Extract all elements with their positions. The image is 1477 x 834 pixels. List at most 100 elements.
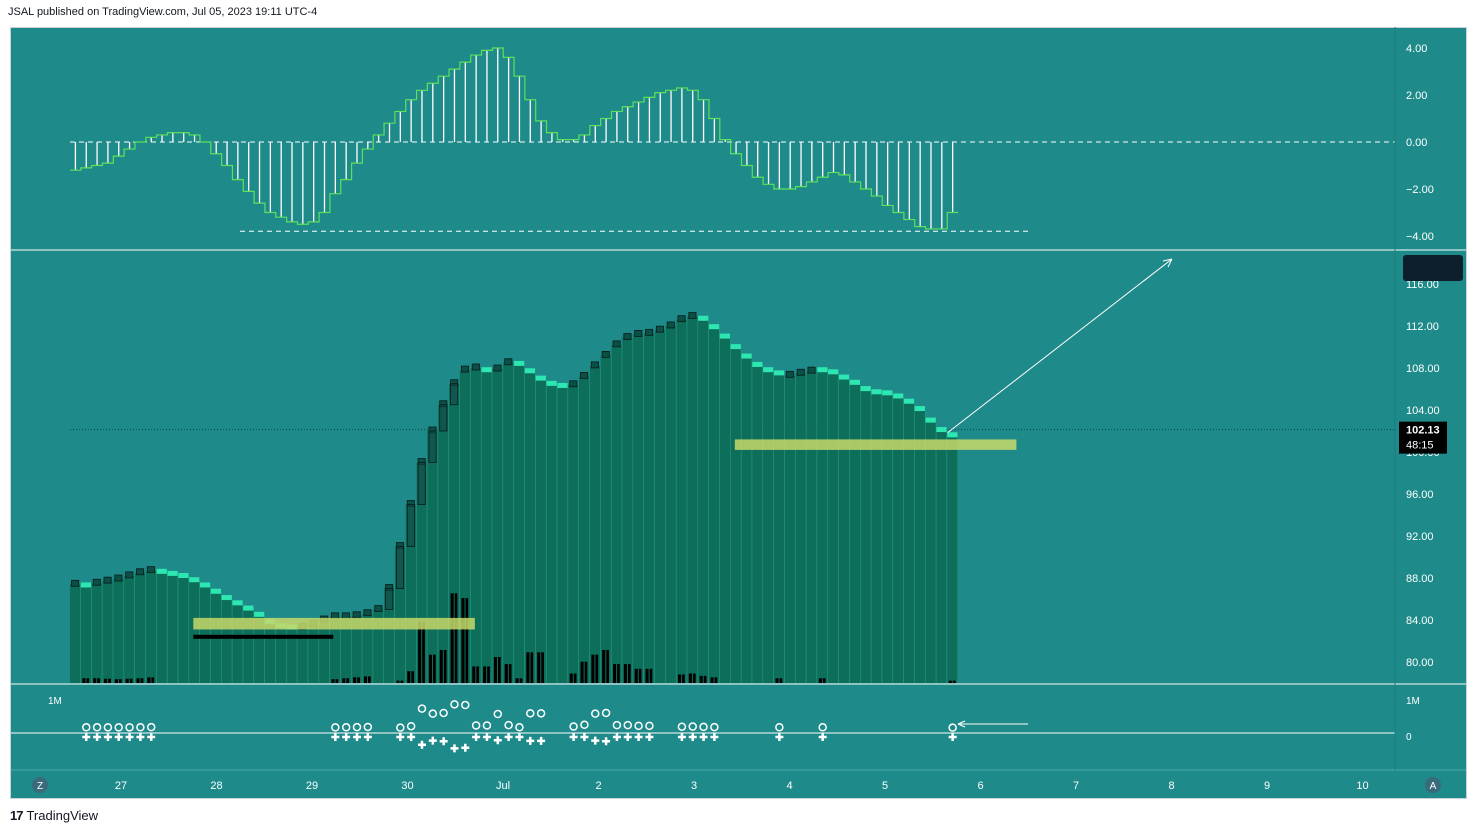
down-step-marker [849,379,860,385]
price-column [600,355,611,683]
signal-circle-icon [331,723,340,732]
price-column [914,411,925,683]
projection-arrow-head [1162,258,1173,268]
price-column [687,316,698,683]
signal-circle-icon [515,723,524,732]
price-tick-label: 80.00 [1406,657,1434,669]
price-column [763,372,774,683]
price-tick-label: 112.00 [1406,321,1439,333]
signal-circle-icon [450,700,459,709]
price-column [719,338,731,683]
tradingview-logo-icon[interactable]: 17 [10,808,24,823]
price-column [925,422,936,683]
price-tick-label: 116.00 [1406,279,1439,291]
footer-brand[interactable]: TradingView [26,808,99,823]
price-column [860,391,871,683]
down-step-marker [914,406,925,412]
signal-cross-icon [580,733,589,741]
signal-circle-icon [775,723,784,732]
price-column [286,629,297,683]
up-candle-outline [136,568,145,576]
signal-cross-icon [634,733,643,741]
price-column [243,610,254,683]
time-tick-label: 8 [1168,780,1174,792]
signal-circle-icon [948,723,957,732]
signal-cross-icon [699,733,708,741]
signal-circle-icon [569,722,578,731]
down-step-marker [156,568,167,574]
osc-tick-label: −2.00 [1406,184,1434,196]
down-step-marker [925,417,936,423]
price-column [849,384,860,683]
down-step-marker [828,369,839,375]
price-tick-label: 88.00 [1406,573,1434,585]
time-tick-label: 2 [595,780,601,792]
signal-circle-icon [580,720,589,730]
price-column [773,375,785,683]
vol-scale-right-top: 1M [1406,696,1420,707]
signal-cross-icon [82,733,91,741]
auto-scale-button [1425,777,1441,793]
down-step-marker [481,367,492,373]
down-step-marker [936,427,947,433]
price-column [654,330,666,683]
time-tick-label: 6 [977,780,983,792]
price-column [254,616,265,683]
osc-signal-line [70,47,959,230]
down-step-marker [167,570,178,576]
price-column [470,368,481,683]
up-candle-outline [114,574,123,582]
signal-cross-icon [569,733,578,741]
price-column [784,375,796,683]
signal-cross-icon [461,743,470,752]
price-column [145,570,157,683]
down-step-marker [947,432,958,438]
time-tick-label: 29 [306,780,318,792]
price-column [893,398,904,683]
vol-scale-left-top: 1M [48,696,62,707]
price-column [589,365,601,683]
signal-circle-icon [439,708,448,718]
up-candle-outline [471,363,480,371]
price-column [221,600,232,683]
signal-cross-icon [591,736,600,745]
auto-scale-button-label: A [1430,781,1437,792]
up-candle-outline [807,366,816,374]
up-candle-outline [580,371,589,379]
signal-cross-icon [818,733,827,741]
price-column [102,581,113,683]
price-column [698,320,709,683]
signal-cross-icon [612,733,621,741]
signal-pointer-arrow-head [957,720,966,728]
price-column [514,365,525,683]
price-column [308,624,319,683]
down-step-marker [524,368,536,374]
time-tick-label: 27 [115,780,127,792]
down-step-marker [893,393,904,399]
price-column [524,373,536,683]
price-column [568,384,579,683]
up-candle-outline [504,358,513,366]
rally-candle [417,462,426,505]
price-column [546,385,557,683]
signal-cross-icon [331,733,340,741]
osc-tick-label: 0.00 [1406,137,1427,149]
signal-circle-icon [406,721,416,731]
rally-candle [406,504,415,547]
osc-tick-label: 4.00 [1406,43,1427,55]
signal-circle-icon [526,709,535,718]
price-column [643,333,655,683]
price-column [752,366,763,683]
signal-cross-icon [114,733,123,741]
price-column [232,605,243,683]
signal-cross-icon [93,733,102,741]
up-candle-outline [601,350,610,358]
down-step-marker [871,389,882,395]
price-column [828,374,839,683]
signal-cross-icon [147,733,156,741]
time-tick-label: 3 [691,780,697,792]
up-candle-outline [146,566,155,574]
down-step-marker [80,582,92,588]
down-step-marker [232,600,243,606]
